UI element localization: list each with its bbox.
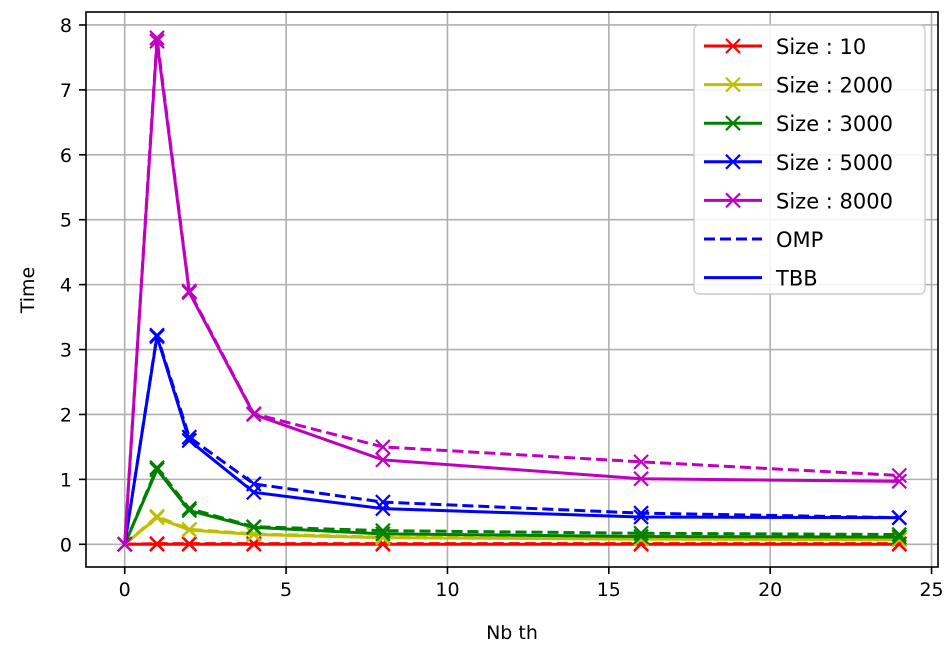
legend-marker [725,38,741,54]
data-point-marker [891,529,908,545]
series-line [123,335,900,545]
legend-item: Size : 5000 [704,151,893,175]
x-tick-label: 20 [758,579,782,601]
legend-item: TBB [704,267,818,291]
legend-box [693,24,926,295]
data-point-marker [149,328,165,345]
legend-item: OMP [704,228,823,252]
data-point-marker [149,459,165,476]
data-point-marker [633,470,649,487]
y-tick-label: 3 [60,340,72,362]
legend-label: TBB [775,267,818,291]
data-point-marker [181,522,198,538]
legend-label: Size : 2000 [776,74,893,98]
data-point-marker [891,531,908,548]
series-size-5000-tbb [116,328,908,553]
data-point-marker [149,461,165,478]
legend-item: Size : 2000 [704,74,893,98]
data-point-marker [633,528,649,545]
data-point-marker [375,452,391,468]
data-point-marker [149,30,165,46]
y-tick-label: 7 [60,80,72,102]
y-tick-label: 6 [60,145,72,167]
x-tick-label: 25 [919,579,943,601]
data-point-marker [181,502,198,519]
legend-label: OMP [776,228,823,252]
legend-marker [725,115,741,131]
legend-label: Size : 5000 [776,151,893,175]
y-axis-label: Time [17,267,39,315]
data-point-marker [149,536,165,553]
data-point-marker [375,500,391,517]
data-point-marker [891,526,908,543]
data-point-marker [633,454,649,470]
legend-label: Size : 8000 [776,189,893,213]
y-tick-label: 4 [60,275,72,297]
x-tick-label: 10 [435,579,459,601]
data-point-marker [891,509,908,526]
legend-label: Size : 3000 [776,112,893,136]
series-size-8000-tbb [116,33,908,553]
legend-item: Size : 3000 [704,112,893,136]
series-line [123,516,900,546]
data-point-marker [375,526,391,542]
legend: Size : 10 Size : 2000 Size : 3000 Size : 50… [693,24,926,295]
legend-marker [725,192,741,209]
data-point-marker [181,432,198,449]
data-point-marker [246,519,262,536]
axes-frame [85,11,939,568]
legend-marker [725,76,741,93]
data-point-marker [246,484,262,501]
data-point-marker [181,536,198,553]
data-point-marker [633,509,649,525]
data-point-marker [181,284,198,301]
y-tick-label: 0 [60,534,72,556]
y-tick-label: 5 [60,210,72,232]
axis-ticks: 0 5 10 15 20 25 0 1 2 3 4 5 6 7 8 [60,15,944,601]
data-point-marker [375,439,391,455]
data-point-marker [891,473,908,490]
x-tick-label: 5 [280,579,292,601]
y-tick-label: 1 [60,469,72,491]
y-tick-label: 2 [60,404,72,426]
data-point-marker [246,406,262,423]
legend-item: Size : 8000 [704,189,893,213]
x-tick-label: 15 [597,579,621,601]
x-axis-label: Nb th [486,622,538,644]
data-point-marker [116,536,133,553]
y-tick-label: 8 [60,15,72,37]
plot-area [116,30,908,553]
data-point-marker [149,33,165,49]
legend-item: Size : 10 [704,35,866,59]
legend-label: Size : 10 [776,35,866,59]
data-point-marker [149,509,165,526]
x-tick-label: 0 [119,579,131,601]
legend-marker [725,154,741,170]
